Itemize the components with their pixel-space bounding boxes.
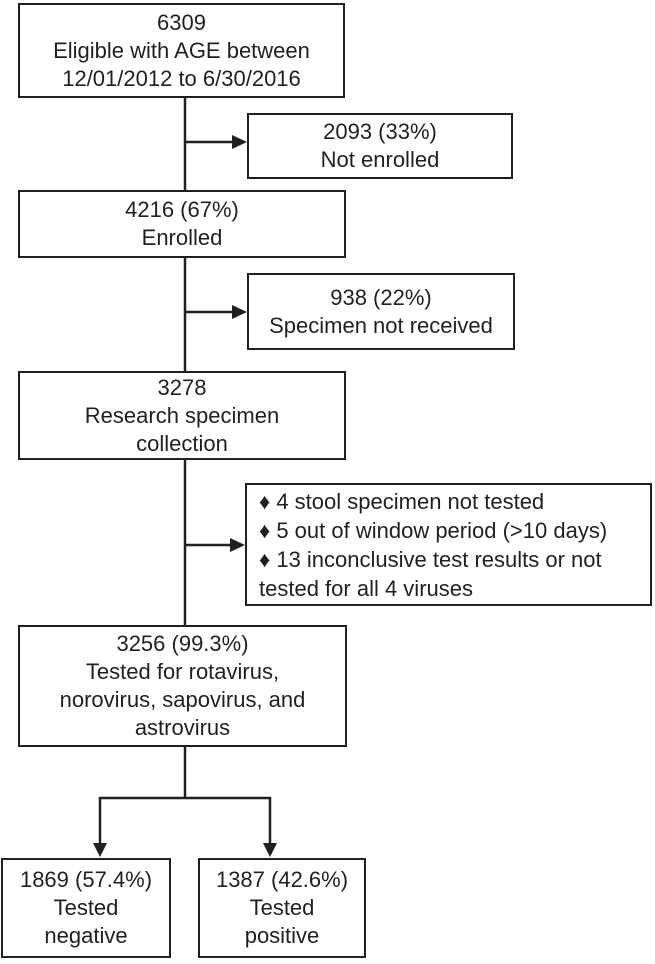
box-text-line: ♦ 5 out of window period (>10 days) [259,517,608,543]
flow-box-exclusions: ♦ 4 stool specimen not tested ♦ 5 out of… [245,483,652,606]
box-text-line: Tested [249,895,315,920]
box-text-line: 3278 [157,374,207,400]
flow-box-tested-positive: 1387 (42.6%) Tested positive [198,858,366,958]
box-text-line: 1387 (42.6%) [215,867,349,892]
flow-box-specimen-not-received: 938 (22%) Specimen not received [247,273,515,350]
box-text-line: norovirus, sapovirus, and [59,687,306,712]
box-text-line: 12/01/2012 to 6/30/2016 [62,65,301,91]
flow-box-enrolled: 4216 (67%) Enrolled [18,190,346,258]
box-text-line: Research specimen [84,402,280,428]
box-text-line: positive [244,923,320,948]
box-text-line: 6309 [157,9,206,35]
box-text-line: 938 (22%) [330,284,432,310]
box-text-line: collection [136,430,228,456]
arrowhead-tested-positive [263,843,277,857]
box-text-line: 4216 (67%) [125,197,239,222]
box-text-line: 2093 (33%) [323,119,437,144]
box-text-line: 3256 (99.3%) [116,631,249,656]
flow-box-research-specimen: 3278 Research specimen collection [18,371,346,460]
box-text-line: ♦ 4 stool specimen not tested [259,488,545,514]
flow-box-tested-all-viruses: 3256 (99.3%) Tested for rotavirus, norov… [18,625,347,747]
box-text-line: Tested [53,895,119,920]
box-text-line: Tested for rotavirus, [85,659,280,684]
arrowhead-not-enrolled [232,135,247,149]
box-text-line: Enrolled [141,225,223,250]
box-text-line: Specimen not received [269,312,493,338]
arrowhead-specimen-not-received [232,305,247,319]
box-text-line: negative [44,923,128,948]
box-text-line: Eligible with AGE between [53,37,310,63]
arrowhead-exclusions [230,538,245,552]
box-text-line: ♦ 13 inconclusive test results or not te… [259,546,602,601]
flow-box-not-enrolled: 2093 (33%) Not enrolled [247,113,513,179]
box-text-line: astrovirus [134,715,231,740]
flow-box-eligible: 6309 Eligible with AGE between 12/01/201… [18,3,345,98]
box-text-line: Not enrolled [320,147,440,172]
flow-box-tested-negative: 1869 (57.4%) Tested negative [1,858,171,958]
box-text-line: 1869 (57.4%) [19,867,153,892]
arrowhead-tested-negative [93,843,107,857]
